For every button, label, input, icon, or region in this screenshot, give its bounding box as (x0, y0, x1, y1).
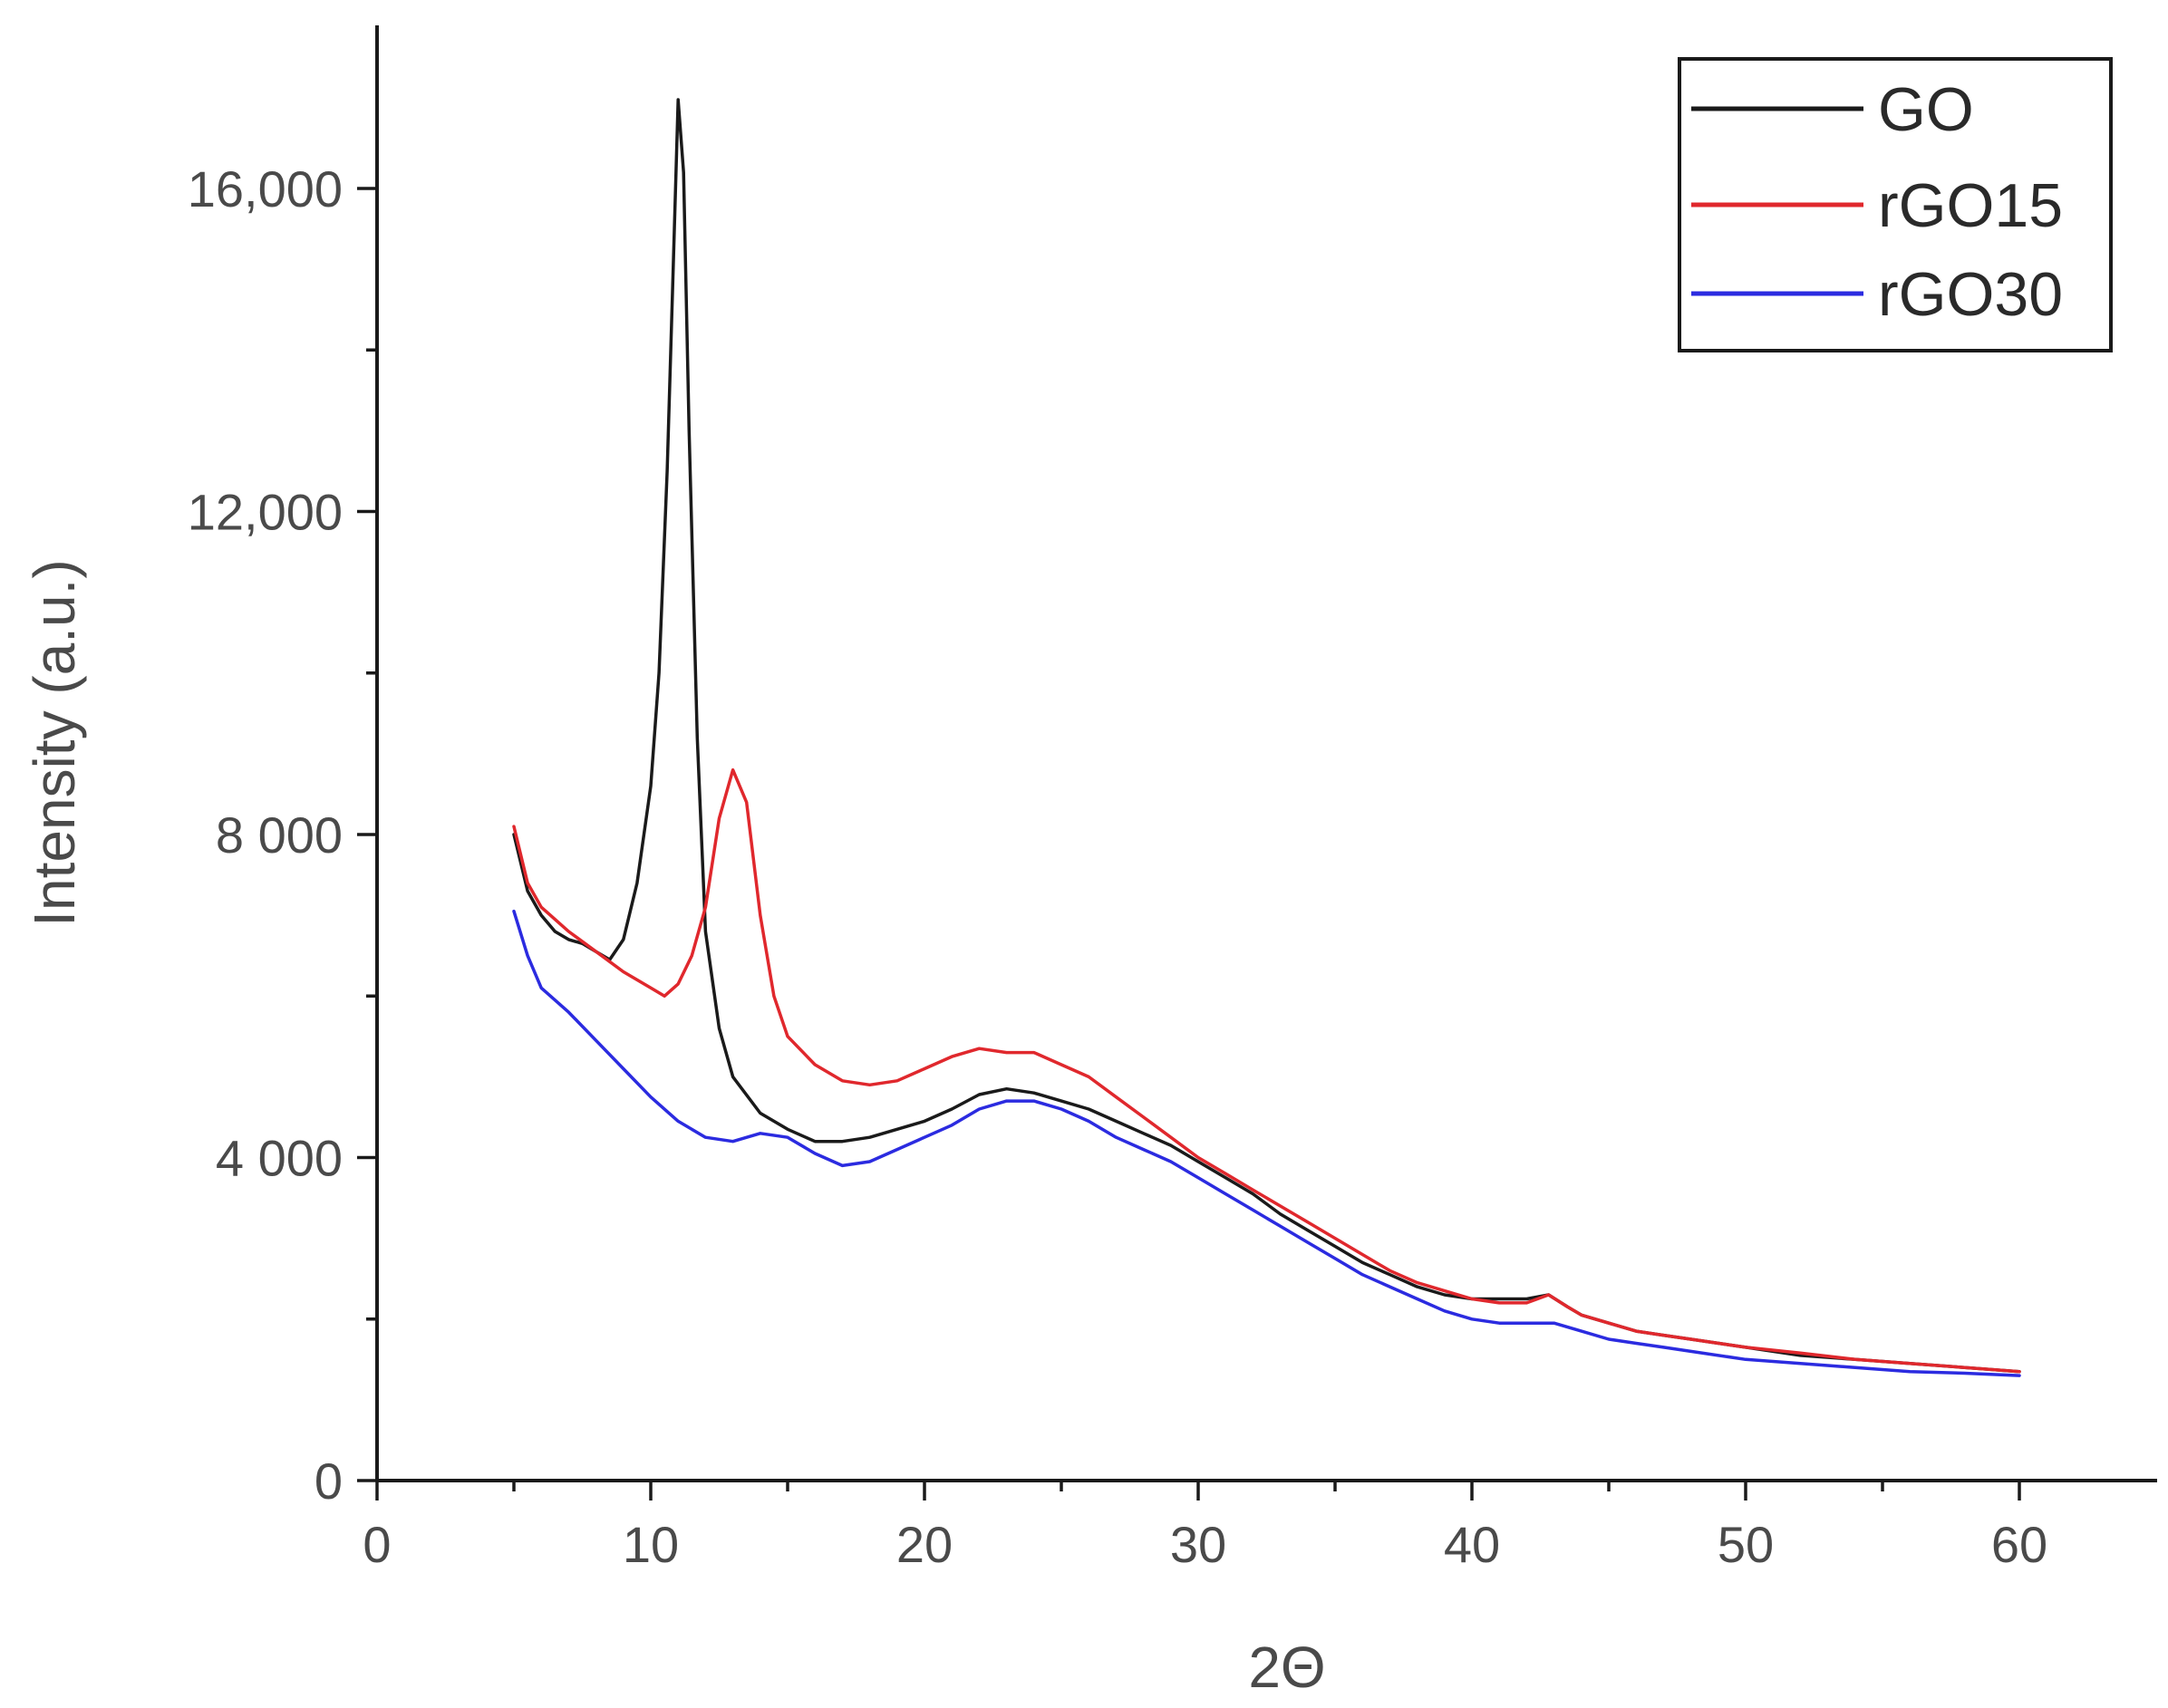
y-tick-label: 12,000 (188, 484, 343, 541)
x-tick-label: 40 (1444, 1516, 1500, 1573)
axes (375, 25, 2157, 1482)
series-layer (512, 98, 2021, 1377)
legend-label-rgo15: rGO15 (1878, 171, 2063, 240)
x-tick-label: 30 (1170, 1516, 1226, 1573)
y-axis-title: Intensity (a.u.) (22, 559, 87, 927)
legend: GO rGO15 rGO30 (1678, 57, 2113, 352)
legend-label-rgo30: rGO30 (1878, 260, 2063, 329)
y-ticks: 0 4 000 8 000 12,000 16,000 (188, 160, 377, 1510)
y-tick-label: 4 000 (216, 1130, 343, 1187)
x-tick-label: 0 (363, 1516, 391, 1573)
legend-items: GO rGO15 rGO30 (1691, 75, 2063, 329)
legend-label-go: GO (1878, 75, 1974, 144)
x-tick-label: 20 (896, 1516, 953, 1573)
x-ticks: 0 10 20 30 40 50 60 (363, 1481, 2047, 1573)
y-tick-label: 0 (315, 1452, 343, 1510)
y-tick-label: 8 000 (216, 806, 343, 864)
series-line-rgo30 (512, 909, 2021, 1377)
series-line-rgo15 (512, 767, 2021, 1374)
x-tick-label: 10 (623, 1516, 679, 1573)
x-axis-title: 2Θ (1248, 1635, 1325, 1700)
y-tick-label: 16,000 (188, 160, 343, 217)
x-tick-label: 60 (1991, 1516, 2047, 1573)
x-tick-label: 50 (1718, 1516, 1774, 1573)
